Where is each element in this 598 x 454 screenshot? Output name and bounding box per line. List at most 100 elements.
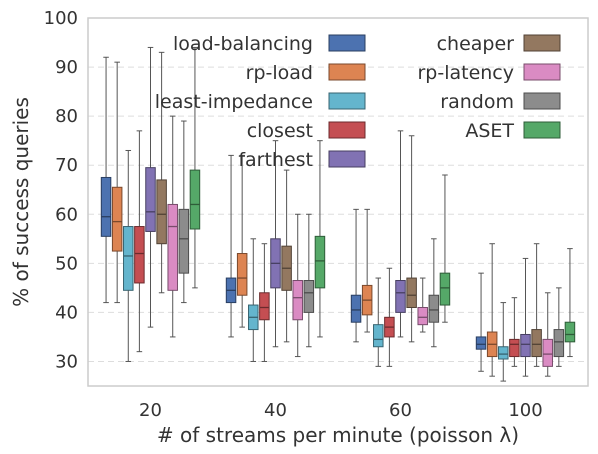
legend-item-ASET: ASET [465, 120, 561, 142]
box-least-impedance-60 [373, 277, 384, 367]
box-farthest-100 [520, 257, 531, 377]
legend-swatch [523, 121, 561, 139]
box-body [531, 329, 542, 358]
box-body [439, 272, 451, 306]
y-axis-ticks: 30 40 50 60 70 80 90 100 [44, 8, 78, 372]
legend-label: rp-load [246, 62, 313, 84]
box-cheaper-40 [281, 169, 292, 343]
y-tick-label: 70 [55, 155, 78, 176]
legend: load-balancing rp-load least-impedance clos… [155, 33, 561, 171]
box-body [123, 226, 134, 291]
box-ASET-20 [189, 46, 201, 289]
box-farthest-40 [270, 140, 281, 348]
box-rp-load-20 [111, 61, 123, 304]
legend-label: closest [247, 120, 313, 142]
box-body [417, 306, 428, 326]
box-body [292, 280, 303, 321]
box-rp-latency-100 [542, 292, 553, 377]
x-tick-label: 20 [139, 400, 162, 421]
box-body [303, 280, 315, 313]
x-axis-ticks: 20 40 60 100 [139, 400, 543, 421]
box-body [553, 329, 565, 358]
x-axis-title: # of streams per minute (poisson λ) [157, 423, 519, 447]
box-body [542, 338, 553, 367]
box-load-balancing-100 [475, 272, 487, 372]
box-load-balancing-60 [350, 208, 362, 343]
box-closest-40 [259, 243, 270, 362]
legend-item-load-balancing: load-balancing [173, 33, 366, 55]
box-body [475, 336, 487, 350]
legend-label: least-impedance [155, 91, 313, 113]
box-rp-latency-60 [417, 277, 428, 333]
box-body [395, 280, 406, 313]
y-tick-label: 50 [55, 253, 78, 274]
y-tick-label: 90 [55, 57, 78, 78]
box-ASET-60 [439, 174, 451, 323]
legend-item-rp-load: rp-load [246, 62, 366, 84]
box-load-balancing-40 [225, 154, 237, 338]
box-farthest-60 [395, 130, 406, 338]
box-body [167, 203, 178, 291]
legend-swatch [523, 63, 561, 81]
y-tick-label: 40 [55, 302, 78, 323]
legend-item-random: random [440, 91, 561, 113]
box-body [100, 176, 112, 237]
box-closest-20 [134, 130, 145, 353]
legend-item-cheaper: cheaper [437, 33, 561, 55]
box-ASET-40 [314, 140, 326, 338]
box-body [178, 208, 190, 274]
box-random-20 [178, 120, 190, 304]
box-random-40 [303, 213, 315, 348]
legend-swatch [328, 92, 366, 110]
legend-swatch [328, 121, 366, 139]
box-farthest-20 [145, 46, 156, 328]
box-closest-100 [509, 297, 520, 367]
legend-swatch [328, 63, 366, 81]
box-body [134, 226, 145, 284]
y-axis-title: % of success queries [9, 97, 33, 307]
box-least-impedance-40 [248, 238, 259, 362]
legend-item-rp-latency: rp-latency [417, 62, 561, 84]
x-tick-label: 100 [508, 400, 542, 421]
box-least-impedance-100 [498, 302, 509, 382]
box-cheaper-20 [156, 51, 167, 294]
y-tick-label: 100 [44, 8, 78, 29]
box-plot-series [100, 46, 576, 382]
box-body [189, 169, 201, 230]
box-body [314, 235, 326, 289]
box-cheaper-60 [406, 135, 417, 343]
box-body [564, 321, 576, 343]
box-body [373, 324, 384, 348]
box-body [520, 333, 531, 358]
box-body [498, 346, 509, 360]
box-rp-latency-40 [292, 213, 303, 358]
legend-swatch [328, 150, 366, 168]
legend-label: rp-latency [417, 62, 514, 84]
box-body [350, 294, 362, 323]
box-body [406, 277, 417, 308]
legend-swatch [328, 34, 366, 52]
y-tick-label: 80 [55, 106, 78, 127]
x-tick-label: 60 [389, 400, 412, 421]
legend-label: cheaper [437, 33, 515, 55]
box-cheaper-100 [531, 243, 542, 367]
box-load-balancing-20 [100, 56, 112, 304]
box-closest-60 [384, 267, 395, 367]
legend-swatch [523, 92, 561, 110]
box-body [259, 292, 270, 321]
legend-label: load-balancing [173, 33, 313, 55]
plot-area-frame [87, 17, 589, 387]
legend-label: farthest [238, 149, 313, 171]
legend-swatch [523, 34, 561, 52]
box-rp-load-40 [236, 154, 248, 328]
box-rp-load-100 [486, 243, 498, 377]
box-random-60 [428, 238, 440, 348]
legend-item-least-impedance: least-impedance [155, 91, 366, 113]
box-least-impedance-20 [123, 149, 134, 362]
box-body [428, 294, 440, 323]
box-body [236, 253, 248, 296]
y-tick-label: 60 [55, 204, 78, 225]
x-tick-label: 40 [264, 400, 287, 421]
box-random-100 [553, 287, 565, 367]
